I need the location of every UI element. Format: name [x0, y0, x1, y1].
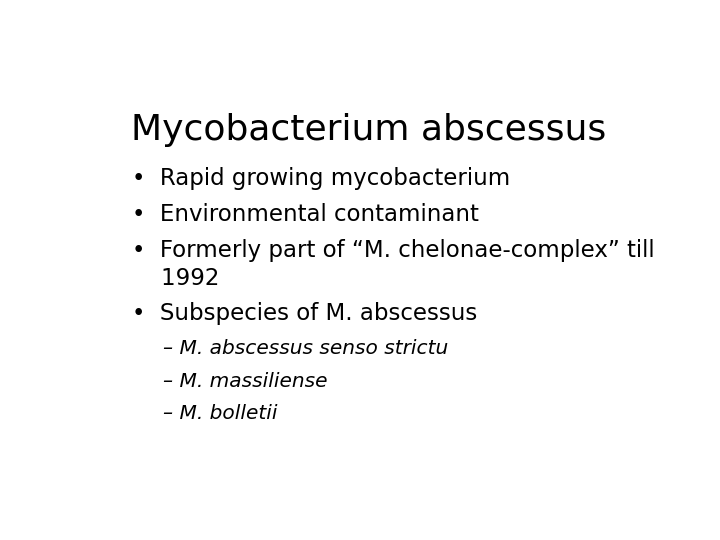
Text: – M. bolletii: – M. bolletii — [163, 404, 277, 423]
Text: •  Subspecies of M. abscessus: • Subspecies of M. abscessus — [132, 302, 477, 325]
Text: •  Rapid growing mycobacterium: • Rapid growing mycobacterium — [132, 167, 510, 190]
Text: •  Environmental contaminant: • Environmental contaminant — [132, 203, 479, 226]
Text: – M. abscessus senso strictu: – M. abscessus senso strictu — [163, 339, 448, 358]
Text: •  Formerly part of “M. chelonae-complex” till
    1992: • Formerly part of “M. chelonae-complex”… — [132, 239, 654, 291]
Text: – M. massiliense: – M. massiliense — [163, 372, 327, 390]
Text: Mycobacterium abscessus: Mycobacterium abscessus — [131, 113, 607, 147]
